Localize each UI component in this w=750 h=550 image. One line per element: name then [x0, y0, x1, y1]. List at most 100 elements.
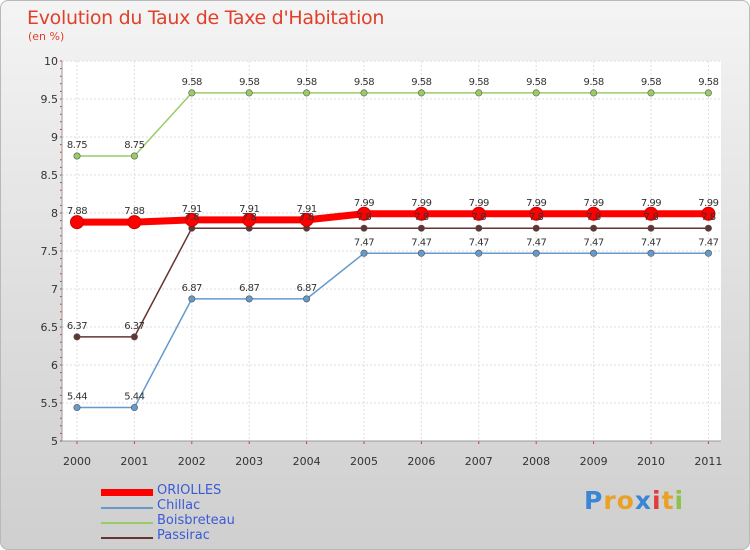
data-point-passirac [360, 224, 368, 232]
data-point-chillac [647, 249, 655, 257]
data-point-boisbreteau [704, 89, 712, 97]
data-label-oriolles: 7.91 [239, 204, 259, 215]
data-point-boisbreteau [417, 89, 425, 97]
data-label-passirac: 7.8 [185, 212, 200, 223]
data-point-oriolles [299, 212, 314, 227]
x-tick-label: 2004 [293, 455, 321, 468]
data-label-boisbreteau: 9.58 [239, 77, 259, 88]
data-label-boisbreteau: 8.75 [67, 140, 87, 151]
legend-label-chillac: Chillac [157, 498, 201, 513]
logo-letter: i [674, 486, 685, 515]
data-label-boisbreteau: 9.58 [354, 77, 374, 88]
data-label-oriolles: 7.99 [698, 198, 718, 209]
legend-swatch-oriolles [101, 489, 153, 496]
logo-letter: r [603, 486, 617, 515]
data-point-oriolles [586, 206, 601, 221]
data-label-chillac: 7.47 [526, 237, 546, 248]
x-tick-label: 2010 [637, 455, 665, 468]
data-label-passirac: 7.8 [644, 212, 659, 223]
y-tick-label: 6.5 [41, 321, 59, 334]
data-point-oriolles [644, 206, 658, 221]
data-label-passirac: 7.8 [357, 212, 372, 223]
y-tick-label: 9 [51, 131, 58, 144]
data-label-oriolles: 7.91 [296, 204, 316, 215]
data-label-passirac: 7.8 [414, 212, 429, 223]
y-tick-label: 5.5 [41, 397, 59, 410]
data-label-passirac: 6.37 [67, 321, 87, 332]
data-point-boisbreteau [475, 89, 483, 97]
x-tick-label: 2001 [120, 455, 148, 468]
data-label-oriolles: 7.88 [124, 206, 144, 217]
logo-letter: o [616, 486, 635, 515]
chart-unit: (en %) [28, 30, 65, 43]
data-label-boisbreteau: 9.58 [411, 77, 431, 88]
data-label-chillac: 6.87 [296, 283, 316, 294]
y-tick-label: 9.5 [41, 93, 59, 106]
data-label-oriolles: 7.99 [583, 198, 603, 209]
data-label-oriolles: 7.99 [469, 198, 489, 209]
data-point-boisbreteau [73, 152, 81, 160]
data-point-passirac [73, 333, 81, 341]
legend-label-oriolles: ORIOLLES [157, 483, 222, 498]
data-point-oriolles [357, 206, 371, 221]
data-point-oriolles [70, 215, 84, 230]
data-point-passirac [704, 224, 712, 232]
data-point-chillac [417, 249, 425, 257]
chart-title: Evolution du Taux de Taxe d'Habitation [27, 7, 385, 29]
series-line-passirac [77, 227, 709, 338]
data-point-boisbreteau [245, 89, 253, 97]
data-point-chillac [704, 249, 712, 257]
data-point-passirac [417, 224, 425, 232]
data-point-passirac [130, 333, 138, 341]
x-tick-label: 2008 [522, 455, 550, 468]
data-label-oriolles: 7.91 [182, 204, 202, 215]
data-point-oriolles [184, 212, 199, 227]
data-label-oriolles: 7.99 [526, 198, 546, 209]
legend-swatch-chillac [101, 507, 153, 509]
data-label-chillac: 7.47 [698, 237, 718, 248]
x-tick-label: 2006 [407, 455, 435, 468]
data-point-oriolles [242, 212, 257, 227]
data-label-boisbreteau: 9.58 [469, 77, 489, 88]
data-label-oriolles: 7.88 [67, 206, 87, 217]
data-point-boisbreteau [590, 89, 598, 97]
y-tick-label: 8 [51, 207, 58, 220]
data-label-chillac: 5.44 [124, 392, 144, 403]
legend-swatch-boisbreteau [101, 522, 153, 524]
data-point-passirac [647, 224, 655, 232]
data-label-passirac: 6.37 [124, 321, 144, 332]
data-label-chillac: 7.47 [469, 237, 489, 248]
data-point-oriolles [127, 215, 142, 230]
data-point-chillac [360, 249, 368, 257]
x-tick-label: 2000 [63, 455, 91, 468]
data-label-chillac: 7.47 [583, 237, 603, 248]
data-label-oriolles: 7.99 [354, 198, 374, 209]
data-point-chillac [130, 404, 138, 412]
data-point-chillac [303, 295, 311, 303]
data-point-chillac [475, 249, 483, 257]
data-label-boisbreteau: 9.58 [583, 77, 603, 88]
logo-letter: i [652, 486, 662, 515]
logo-letter: x [634, 486, 652, 515]
y-tick-label: 7.5 [41, 245, 59, 258]
data-point-oriolles [414, 206, 429, 221]
data-label-passirac: 7.8 [701, 212, 716, 223]
data-label-chillac: 5.44 [67, 392, 87, 403]
data-label-oriolles: 7.99 [411, 198, 431, 209]
data-point-oriolles [701, 206, 716, 221]
data-label-chillac: 6.87 [239, 283, 259, 294]
data-label-boisbreteau: 9.58 [641, 77, 661, 88]
y-tick-label: 10 [44, 55, 58, 68]
y-tick-label: 6 [51, 359, 58, 372]
data-label-boisbreteau: 8.75 [124, 140, 144, 151]
data-point-chillac [73, 404, 81, 412]
data-label-boisbreteau: 9.58 [296, 77, 316, 88]
data-label-chillac: 7.47 [641, 237, 661, 248]
y-tick-label: 5 [51, 435, 58, 448]
legend-label-passirac: Passirac [157, 528, 210, 543]
data-label-chillac: 6.87 [182, 283, 202, 294]
data-point-boisbreteau [360, 89, 368, 97]
data-label-oriolles: 7.99 [641, 198, 661, 209]
data-label-boisbreteau: 9.58 [698, 77, 718, 88]
